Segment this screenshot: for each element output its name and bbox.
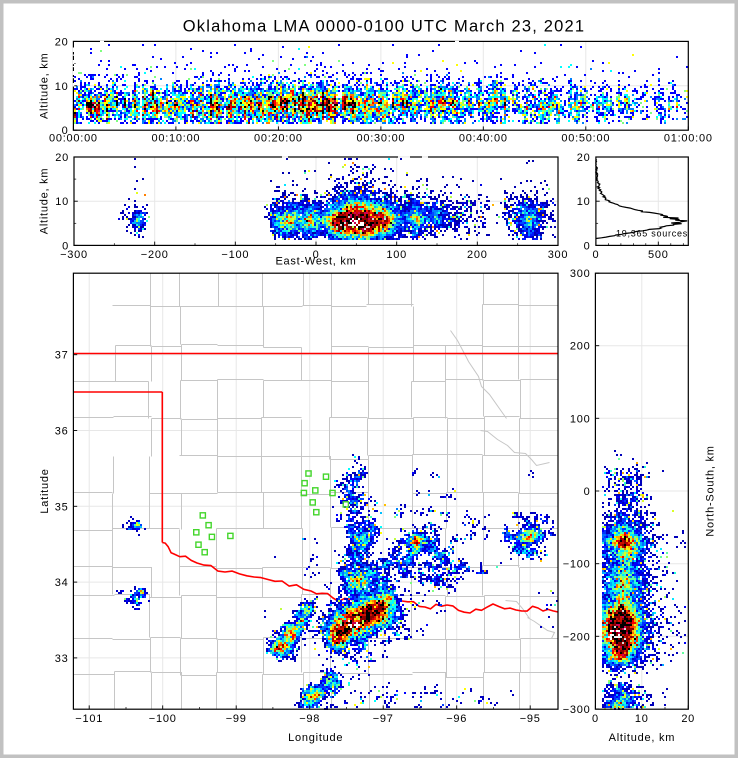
svg-text:−100: −100: [221, 249, 249, 261]
svg-text:−97: −97: [373, 713, 394, 725]
svg-text:−99: −99: [226, 713, 247, 725]
svg-text:33: 33: [55, 653, 69, 665]
svg-text:10: 10: [635, 713, 649, 725]
svg-text:−200: −200: [563, 631, 591, 643]
svg-text:−300: −300: [60, 249, 88, 261]
svg-text:Longitude: Longitude: [288, 732, 343, 744]
svg-text:0: 0: [313, 249, 320, 261]
svg-text:Latitude: Latitude: [39, 468, 51, 513]
svg-text:00:10:00: 00:10:00: [151, 133, 200, 145]
svg-text:500: 500: [648, 249, 669, 261]
svg-text:0: 0: [62, 240, 69, 252]
svg-text:300: 300: [570, 268, 591, 280]
svg-text:20: 20: [681, 713, 695, 725]
svg-text:20: 20: [577, 152, 591, 164]
svg-text:0: 0: [584, 486, 591, 498]
svg-text:00:40:00: 00:40:00: [459, 133, 508, 145]
svg-text:−98: −98: [299, 713, 320, 725]
svg-text:−101: −101: [75, 713, 103, 725]
svg-text:00:20:00: 00:20:00: [254, 133, 303, 145]
svg-text:−95: −95: [520, 713, 541, 725]
svg-text:−300: −300: [563, 704, 591, 716]
svg-text:35: 35: [55, 501, 69, 513]
svg-text:01:00:00: 01:00:00: [664, 133, 713, 145]
svg-text:Oklahoma LMA 0000-0100 UTC Mar: Oklahoma LMA 0000-0100 UTC March 23, 202…: [183, 18, 585, 36]
svg-text:00:30:00: 00:30:00: [356, 133, 405, 145]
svg-text:10: 10: [55, 196, 69, 208]
svg-text:0: 0: [592, 249, 599, 261]
svg-text:19,365 sources: 19,365 sources: [616, 229, 688, 239]
svg-text:100: 100: [386, 249, 407, 261]
svg-text:0: 0: [584, 240, 591, 252]
svg-text:200: 200: [467, 249, 488, 261]
svg-text:36: 36: [55, 426, 69, 438]
svg-text:300: 300: [548, 249, 569, 261]
svg-text:Altitude, km: Altitude, km: [39, 53, 51, 119]
svg-text:−200: −200: [141, 249, 169, 261]
svg-text:10: 10: [577, 196, 591, 208]
svg-text:−100: −100: [149, 713, 177, 725]
svg-text:Altitude, km: Altitude, km: [39, 168, 51, 234]
svg-text:37: 37: [55, 350, 69, 362]
svg-text:100: 100: [570, 413, 591, 425]
svg-text:00:50:00: 00:50:00: [561, 133, 610, 145]
svg-text:−96: −96: [446, 713, 467, 725]
svg-text:0: 0: [592, 713, 599, 725]
svg-text:East-West, km: East-West, km: [275, 256, 356, 268]
svg-text:20: 20: [55, 36, 69, 48]
svg-text:20: 20: [55, 152, 69, 164]
svg-text:34: 34: [55, 577, 69, 589]
svg-text:North-South, km: North-South, km: [705, 445, 717, 536]
svg-text:00:00:00: 00:00:00: [49, 133, 98, 145]
svg-text:0: 0: [62, 125, 69, 137]
svg-text:200: 200: [570, 341, 591, 353]
svg-text:Altitude, km: Altitude, km: [609, 732, 675, 744]
svg-text:−100: −100: [563, 559, 591, 571]
svg-text:10: 10: [55, 81, 69, 93]
